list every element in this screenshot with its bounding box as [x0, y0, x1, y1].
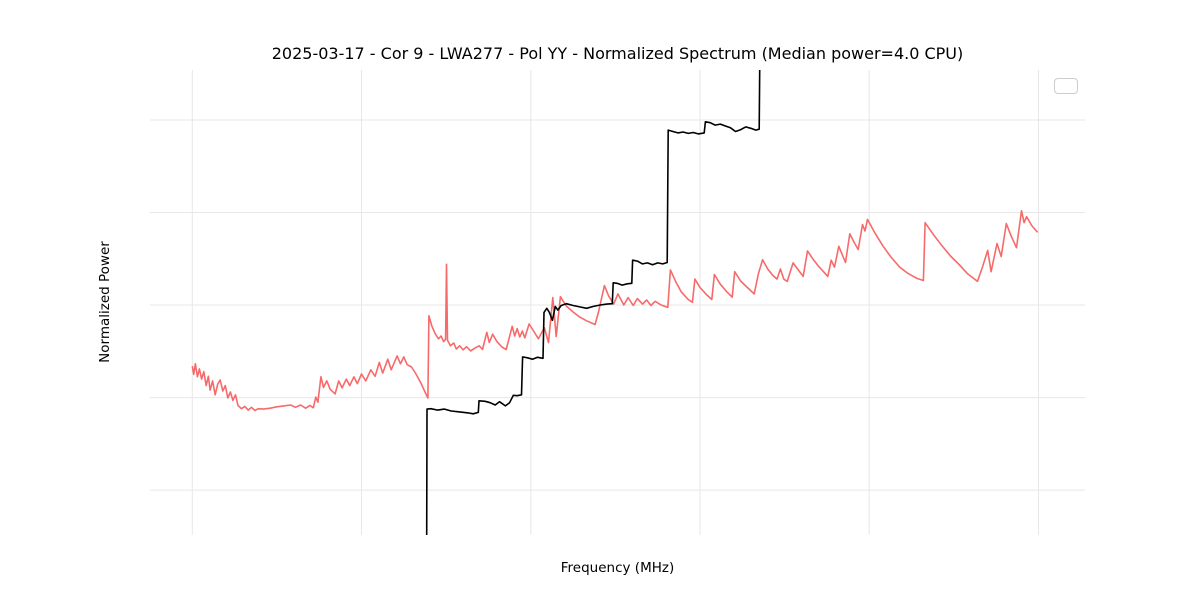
chart-title: 2025-03-17 - Cor 9 - LWA277 - Pol YY - N… [271, 44, 964, 63]
y-axis-label: Normalized Power [97, 241, 113, 363]
x-axis-label: Frequency (MHz) [560, 560, 675, 576]
legend [1054, 78, 1078, 94]
series-group [191, 70, 1039, 535]
median-spectrum-line [425, 70, 761, 535]
grid [150, 70, 1085, 535]
reference-spec-line [191, 209, 1039, 412]
